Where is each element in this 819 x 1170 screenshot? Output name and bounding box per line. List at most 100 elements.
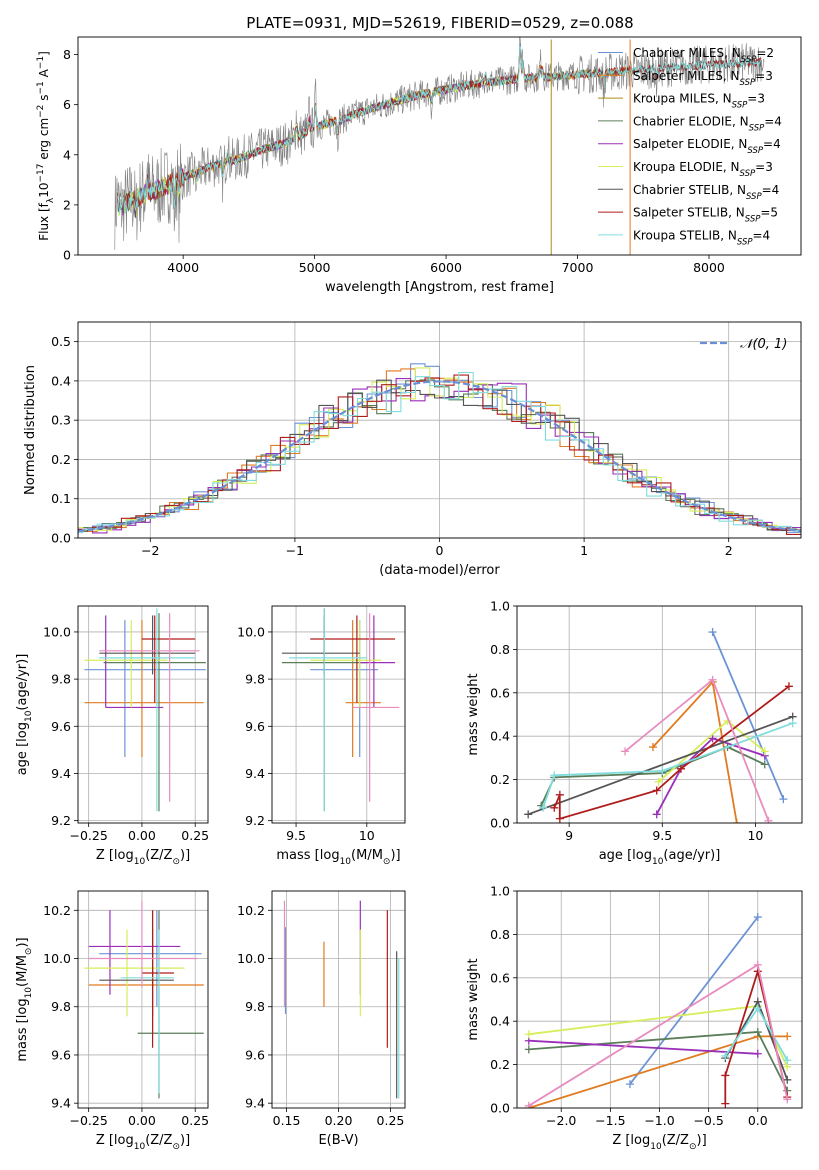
y-tick-label: 0.8 (490, 927, 510, 942)
x-tick-label: 0.20 (325, 1113, 353, 1128)
weight-point (753, 913, 762, 922)
y-tick-label: 10.0 (237, 951, 265, 966)
x-axis-label: mass [log10(M/M⊙)] (276, 848, 400, 867)
plot-area (283, 900, 400, 1099)
y-tick-label: 10.2 (43, 903, 71, 918)
weight-point (753, 960, 762, 969)
y-tick-label: 0 (63, 248, 71, 263)
model-spectrum-kroupa-stelib (117, 45, 762, 215)
y-tick-label: 1.0 (490, 884, 510, 899)
x-tick-label: 0.25 (377, 1113, 405, 1128)
weight-point (550, 803, 559, 812)
y-axis-label: Flux [fλ10−17 erg cm−2 s−1 A−1] (36, 51, 56, 241)
y-tick-label: 0.6 (490, 970, 510, 985)
y-tick-label: 0.4 (490, 729, 510, 744)
y-tick-label: 9.4 (51, 766, 71, 781)
y-tick-label: 8 (63, 47, 71, 62)
x-axis-label: wavelength [Angstrom, rest frame] (325, 280, 554, 295)
weight-point (721, 1099, 730, 1108)
axes: −0.25 0.00 0.25 9.4 9.6 9.8 10.0 10.2 (43, 903, 209, 1128)
legend: Chabrier MILES, NSSP=2 Salpeter MILES, NS… (598, 46, 782, 247)
plot-area (524, 913, 792, 1108)
weight-point (783, 1032, 792, 1041)
x-tick-label: −2 (141, 543, 159, 558)
weight-point (764, 816, 773, 823)
weight-point (550, 771, 559, 780)
weight-point (784, 682, 793, 691)
y-tick-label: 0.0 (51, 531, 71, 546)
y-tick-label: 0.4 (51, 373, 71, 388)
weight-point (524, 1030, 533, 1039)
axes-frame (271, 605, 406, 824)
legend-entry: Kroupa STELIB, NSSP=4 (633, 228, 770, 247)
x-tick-label: 0.00 (128, 1113, 156, 1128)
mass-weight-vs-metallicity-panel: −2.0 −1.5 −1.0 −0.5 0.0 0.0 0.2 0.4 0.6 0.8 1.0 Z [… (466, 884, 803, 1152)
x-tick-label: −1 (286, 543, 304, 558)
plot-area (281, 608, 400, 812)
axes-frame (516, 605, 803, 824)
y-tick-label: 4 (63, 147, 71, 162)
legend-entry: 𝒩(0, 1) (740, 337, 787, 352)
x-axis-label: (data-model)/error (379, 563, 500, 578)
residual-histogram-panel: −2 −1 0 1 2 0.0 0.1 0.2 0.3 0.4 0.5 (data-model)/er… (23, 321, 802, 578)
x-tick-label: −0.25 (69, 828, 107, 843)
y-axis-label: Normed distribution (23, 365, 38, 495)
weight-point (555, 814, 564, 823)
weight-point (676, 764, 685, 773)
weight-point (708, 628, 717, 637)
weight-point (524, 1101, 533, 1108)
y-tick-label: 0.2 (490, 772, 510, 787)
weight-point (779, 795, 788, 804)
y-tick-label: 0.2 (51, 452, 71, 467)
x-tick-label: 0.25 (181, 1113, 209, 1128)
x-axis-label: Z [log10(Z/Z⊙)] (612, 1133, 706, 1152)
weight-point (783, 1075, 792, 1084)
x-axis-label: Z [log10(Z/Z⊙)] (96, 848, 190, 867)
weight-line (528, 963, 789, 1107)
axes-frame (271, 890, 406, 1109)
weight-point (621, 747, 630, 756)
legend-entry: Salpeter STELIB, NSSP=5 (633, 206, 778, 225)
legend-entry: Kroupa ELODIE, NSSP=3 (633, 160, 773, 179)
weight-point (788, 719, 797, 728)
legend-entry: Chabrier STELIB, NSSP=4 (633, 183, 779, 202)
model-spectrum-chabrier-miles (122, 43, 631, 218)
weight-point (654, 777, 663, 786)
y-tick-label: 0.3 (51, 413, 71, 428)
grid (272, 606, 405, 823)
grid (78, 322, 801, 539)
axes: 9.5 10 9.2 9.4 9.6 9.8 10.0 (237, 624, 375, 843)
age-vs-metallicity-panel: −0.25 0.00 0.25 9.2 9.4 9.6 9.8 10.0 Z [log10(Z/… (15, 605, 209, 867)
weight-point (760, 747, 769, 756)
x-tick-label: −1.5 (595, 1113, 625, 1128)
weight-point (539, 803, 548, 812)
x-tick-label: 7000 (562, 260, 594, 275)
x-tick-label: 10 (359, 828, 375, 843)
plot-area (524, 628, 797, 823)
legend-entry: Salpeter MILES, NSSP=3 (633, 69, 773, 88)
weight-line (711, 631, 785, 800)
residual-histogram-chabrier-elodie (78, 379, 801, 532)
y-tick-label: 0.4 (490, 1014, 510, 1029)
axes-frame (77, 36, 802, 256)
weight-point (783, 1095, 792, 1104)
weight-point (732, 819, 741, 823)
weight-point (708, 734, 717, 743)
legend-entry: Kroupa MILES, NSSP=3 (633, 92, 765, 111)
legend-entry: Chabrier MILES, NSSP=2 (633, 46, 774, 65)
x-tick-label: −0.5 (693, 1113, 723, 1128)
y-tick-label: 9.6 (51, 1047, 71, 1062)
y-tick-label: 0.5 (51, 334, 71, 349)
y-tick-label: 1.0 (490, 599, 510, 614)
legend-entry: Chabrier ELODIE, NSSP=4 (633, 114, 782, 133)
axes: −2.0 −1.5 −1.0 −0.5 0.0 0.0 0.2 0.4 0.6 0.8 1.0 (490, 884, 768, 1129)
axes-frame (77, 605, 209, 824)
y-tick-label: 9.2 (51, 813, 71, 828)
y-tick-label: 9.8 (51, 672, 71, 687)
y-tick-label: 10.0 (237, 624, 265, 639)
weight-point (760, 760, 769, 769)
weight-point (753, 1028, 762, 1037)
legend-entry: Salpeter ELODIE, NSSP=4 (633, 137, 781, 156)
weight-point (555, 790, 564, 799)
